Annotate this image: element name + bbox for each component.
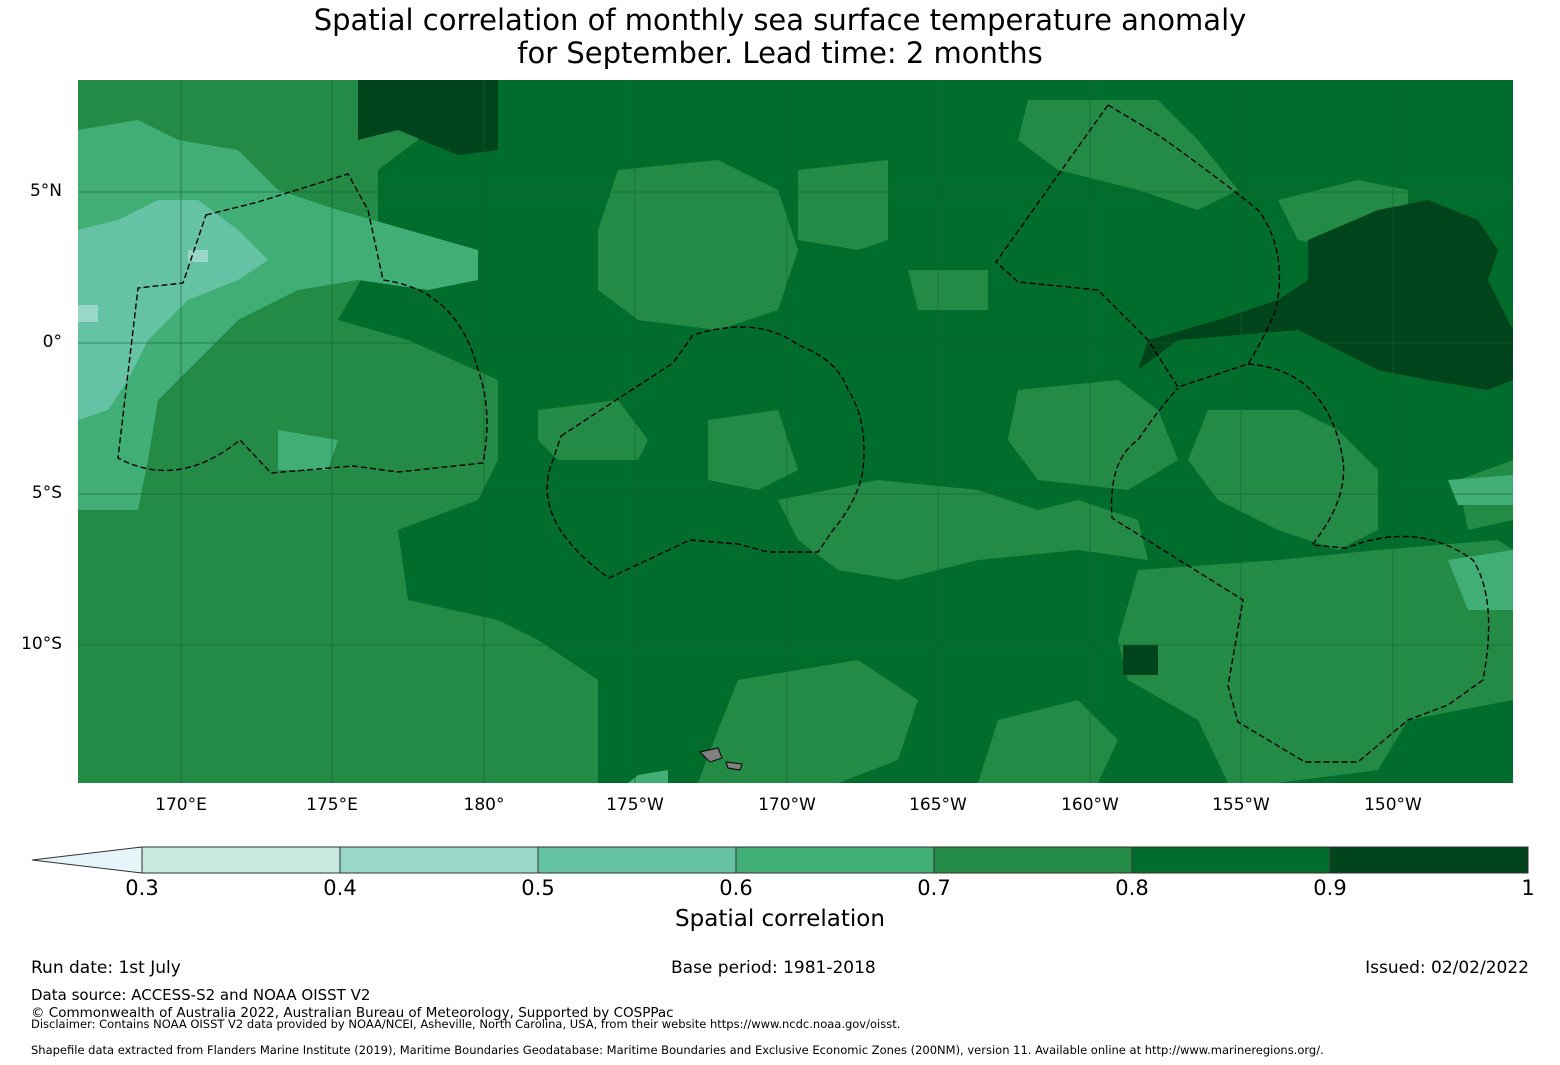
shapefile-credit: Shapefile data extracted from Flanders M…: [31, 1043, 1324, 1057]
colorbar-tick-0-9: 0.9: [1313, 876, 1347, 900]
lon-label-180: 180°: [463, 795, 505, 815]
colorbar: [31, 846, 1529, 874]
colorbar-tick-0-5: 0.5: [521, 876, 555, 900]
lon-label-175w: 175°W: [606, 795, 664, 815]
colorbar-bin-0-9: [1329, 846, 1529, 874]
base-period: Base period: 1981-2018: [671, 958, 876, 978]
lon-label-155w: 155°W: [1212, 795, 1270, 815]
colorbar-label: Spatial correlation: [675, 906, 885, 932]
data-source: Data source: ACCESS-S2 and NOAA OISST V2: [31, 986, 371, 1004]
correlation-map: [78, 80, 1513, 783]
colorbar-tick-1: 1: [1521, 876, 1535, 900]
colorbar-tick-0-4: 0.4: [323, 876, 357, 900]
colorbar-bin-0-4: [339, 846, 539, 874]
colorbar-bin-0-6: [735, 846, 935, 874]
eez-kiribati-gilbert: [117, 173, 488, 474]
colorbar-bin-0-8: [1131, 846, 1331, 874]
lat-label-0: 0°: [42, 332, 62, 352]
eez-boundaries: [117, 104, 1490, 763]
lon-label-165w: 165°W: [909, 795, 967, 815]
lat-label-10s: 10°S: [21, 634, 62, 654]
samoa-island-1: [699, 747, 723, 763]
colorbar-tick-0-3: 0.3: [125, 876, 159, 900]
zones-0-4: [78, 250, 208, 322]
map-canvas: [78, 80, 1513, 783]
colorbar-tick-0-7: 0.7: [917, 876, 951, 900]
lon-label-170w: 170°W: [758, 795, 816, 815]
lat-label-5s: 5°S: [31, 483, 62, 503]
graticule: [78, 80, 1513, 783]
colorbar-extend-arrow: [31, 846, 143, 874]
eez-line-south: [1110, 363, 1490, 763]
colorbar-bin-0-7: [933, 846, 1133, 874]
islands: [699, 747, 743, 771]
zones-0-7: [78, 80, 1513, 783]
disclaimer: Disclaimer: Contains NOAA OISST V2 data …: [31, 1017, 901, 1031]
lon-label-175e: 175°E: [306, 795, 358, 815]
zones-0-5: [78, 200, 268, 420]
colorbar-tick-0-6: 0.6: [719, 876, 753, 900]
title-line-1: Spatial correlation of monthly sea surfa…: [313, 3, 1247, 37]
colorbar-bin-0-3: [141, 846, 341, 874]
eez-phoenix: [546, 326, 865, 579]
copyright: © Commonwealth of Australia 2022, Austra…: [31, 1005, 674, 1021]
colorbar-bin-0-5: [537, 846, 737, 874]
lon-label-150w: 150°W: [1364, 795, 1422, 815]
lon-label-160w: 160°W: [1061, 795, 1119, 815]
map-title: Spatial correlation of monthly sea surfa…: [0, 4, 1560, 70]
title-line-2: for September. Lead time: 2 months: [517, 36, 1043, 70]
samoa-island-2: [725, 761, 743, 771]
issued-date: Issued: 02/02/2022: [1365, 958, 1529, 978]
eez-line-north: [995, 104, 1281, 388]
lon-label-170e: 170°E: [155, 795, 207, 815]
colorbar-tick-0-8: 0.8: [1115, 876, 1149, 900]
run-date: Run date: 1st July: [31, 958, 181, 978]
lat-label-5n: 5°N: [29, 181, 62, 201]
